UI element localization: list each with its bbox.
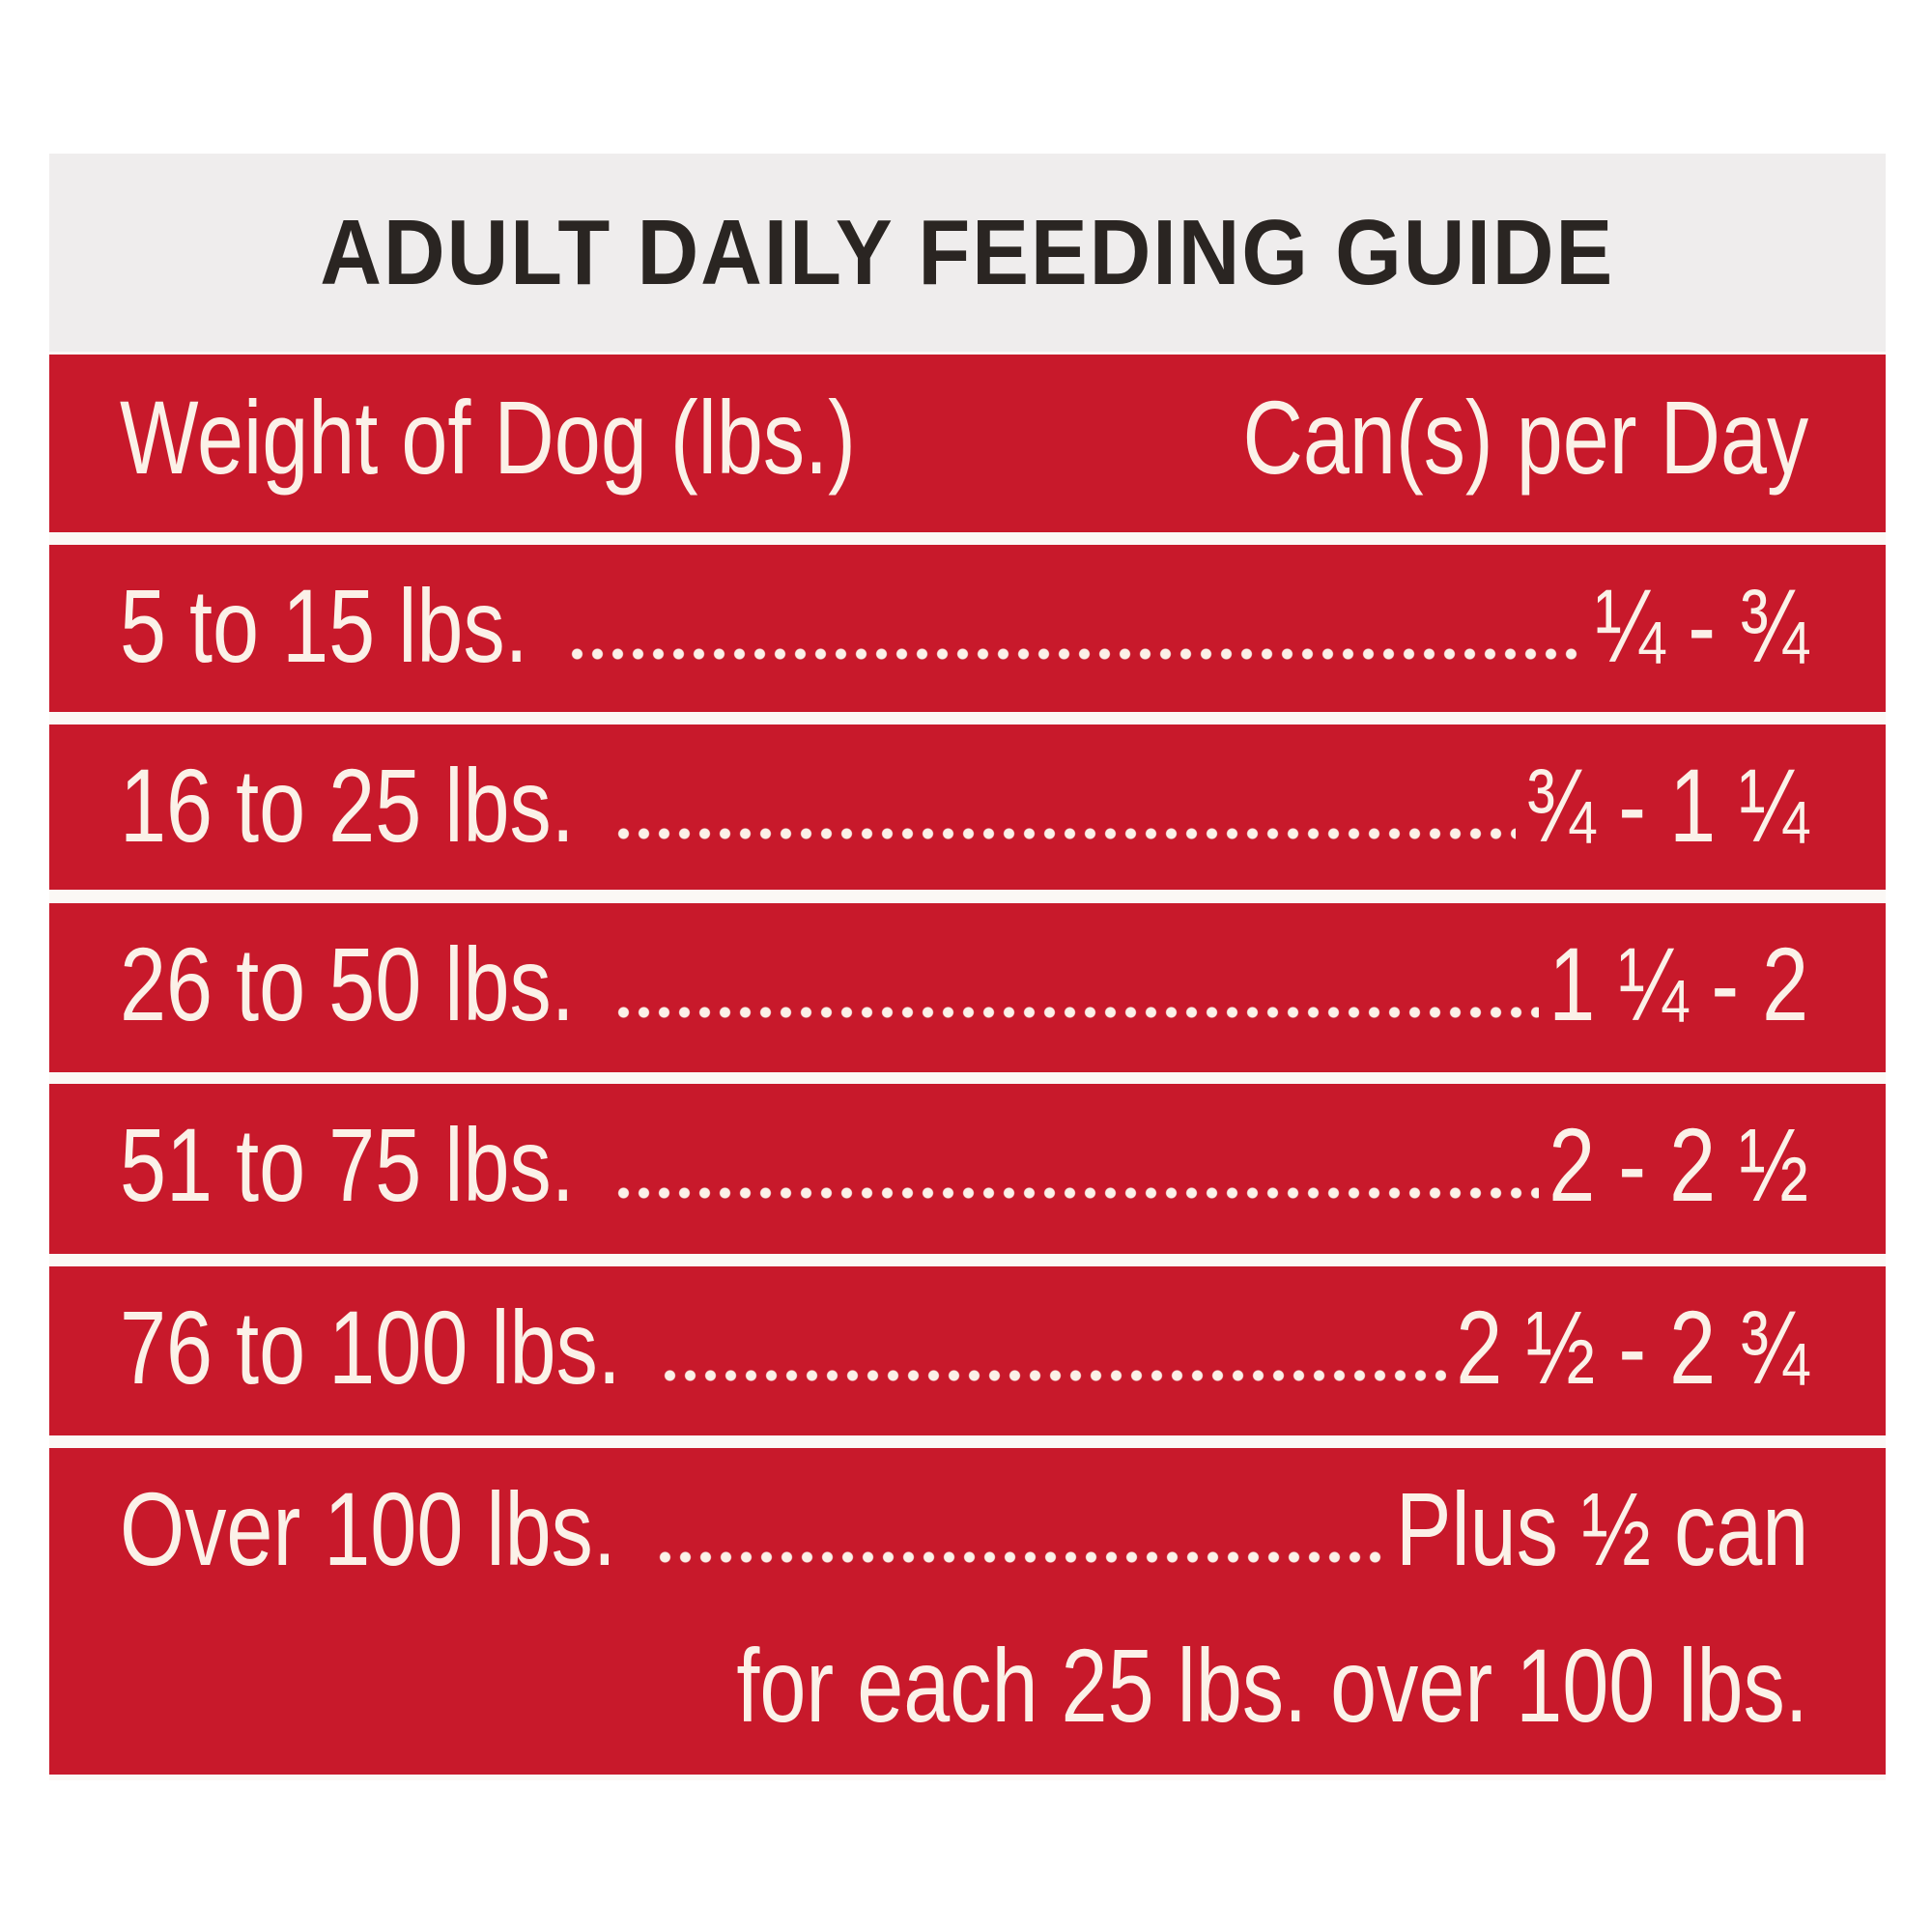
- row-line: 51 to 75 lbs. 2 - 2 ½: [120, 1101, 1808, 1217]
- feeding-row: 76 to 100 lbs. 2 ½ - 2 ¾: [49, 1266, 1886, 1435]
- weight: 51 to 75 lbs.: [120, 1106, 575, 1223]
- feeding-row: 26 to 50 lbs. 1 ¼ - 2: [49, 903, 1886, 1072]
- feeding-row: 5 to 15 lbs. ¼ - ¾: [49, 545, 1886, 712]
- row-line: Over 100 lbs. Plus ½ can: [120, 1465, 1808, 1581]
- feeding-guide: ADULT DAILY FEEDING GUIDE Weight of Dog …: [49, 154, 1886, 1780]
- weight: 26 to 50 lbs.: [120, 925, 575, 1042]
- amount: 1 ¼ - 2: [1548, 925, 1808, 1042]
- weight: 76 to 100 lbs.: [120, 1289, 621, 1406]
- amount: 2 - 2 ½: [1548, 1106, 1808, 1223]
- feeding-row: 16 to 25 lbs. ¾ - 1 ¼: [49, 724, 1886, 890]
- amount: ¾ - 1 ¼: [1525, 747, 1808, 864]
- leader-dots: [612, 1186, 1540, 1200]
- leader-dots: [612, 827, 1517, 840]
- header-amount: Can(s) per Day: [1242, 379, 1808, 496]
- leader-dots: [566, 647, 1586, 661]
- note: for each 25 lbs. over 100 lbs.: [736, 1627, 1808, 1744]
- leader-dots: [612, 1006, 1540, 1019]
- title-band: ADULT DAILY FEEDING GUIDE: [49, 154, 1886, 352]
- leader-dots: [654, 1550, 1386, 1564]
- weight: 16 to 25 lbs.: [120, 747, 575, 864]
- feeding-row: Over 100 lbs. Plus ½ can for each 25 lbs. …: [49, 1448, 1886, 1775]
- amount: Plus ½ can: [1395, 1470, 1808, 1587]
- header-weight: Weight of Dog (lbs.): [120, 379, 856, 496]
- row-line: 26 to 50 lbs. 1 ¼ - 2: [120, 921, 1808, 1037]
- amount: 2 ½ - 2 ¾: [1455, 1289, 1808, 1406]
- weight: Over 100 lbs.: [120, 1470, 616, 1587]
- title: ADULT DAILY FEEDING GUIDE: [320, 200, 1615, 304]
- leader-dots: [659, 1369, 1446, 1382]
- row-line: 5 to 15 lbs. ¼ - ¾: [120, 562, 1808, 678]
- row-line: 16 to 25 lbs. ¾ - 1 ¼: [120, 742, 1808, 858]
- header-line: Weight of Dog (lbs.) Can(s) per Day: [120, 374, 1808, 490]
- weight: 5 to 15 lbs.: [120, 567, 528, 684]
- row-line: 76 to 100 lbs. 2 ½ - 2 ¾: [120, 1284, 1808, 1400]
- feeding-row: 51 to 75 lbs. 2 - 2 ½: [49, 1084, 1886, 1254]
- header-row: Weight of Dog (lbs.) Can(s) per Day: [49, 355, 1886, 532]
- amount: ¼ - ¾: [1595, 567, 1808, 684]
- note-line: for each 25 lbs. over 100 lbs.: [120, 1622, 1808, 1738]
